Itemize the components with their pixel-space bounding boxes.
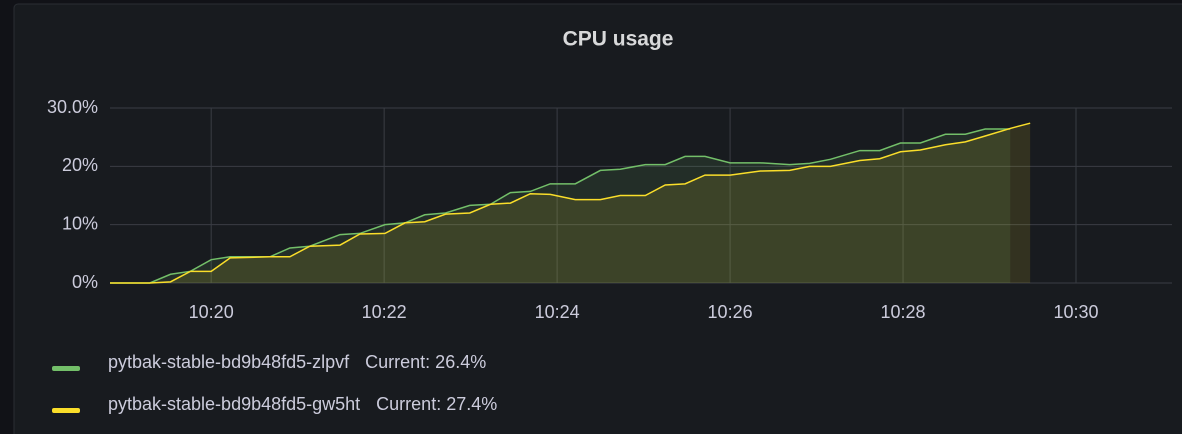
y-tick-label: 20% [62, 155, 98, 175]
y-tick-label: 30.0% [47, 97, 98, 117]
legend-current: Current: 26.4% [365, 352, 486, 372]
x-tick-label: 10:30 [1053, 302, 1098, 322]
y-tick-label: 10% [62, 213, 98, 233]
x-tick-label: 10:26 [708, 302, 753, 322]
x-tick-label: 10:24 [535, 302, 580, 322]
legend-swatch [52, 408, 80, 413]
series-line [110, 122, 1031, 284]
series-area [110, 123, 1031, 284]
panel-title: CPU usage [563, 28, 674, 51]
x-tick-label: 10:22 [362, 302, 407, 322]
x-tick-label: 10:28 [881, 302, 926, 322]
legend-swatch [52, 366, 80, 371]
legend-name: pytbak-stable-bd9b48fd5-zlpvf [108, 352, 350, 372]
y-tick-label: 0% [72, 272, 98, 292]
legend-current: Current: 27.4% [376, 394, 497, 414]
x-tick-label: 10:20 [189, 302, 234, 322]
series-area [110, 129, 1011, 283]
panel-frame [13, 3, 1182, 434]
legend-name: pytbak-stable-bd9b48fd5-gw5ht [108, 394, 360, 414]
